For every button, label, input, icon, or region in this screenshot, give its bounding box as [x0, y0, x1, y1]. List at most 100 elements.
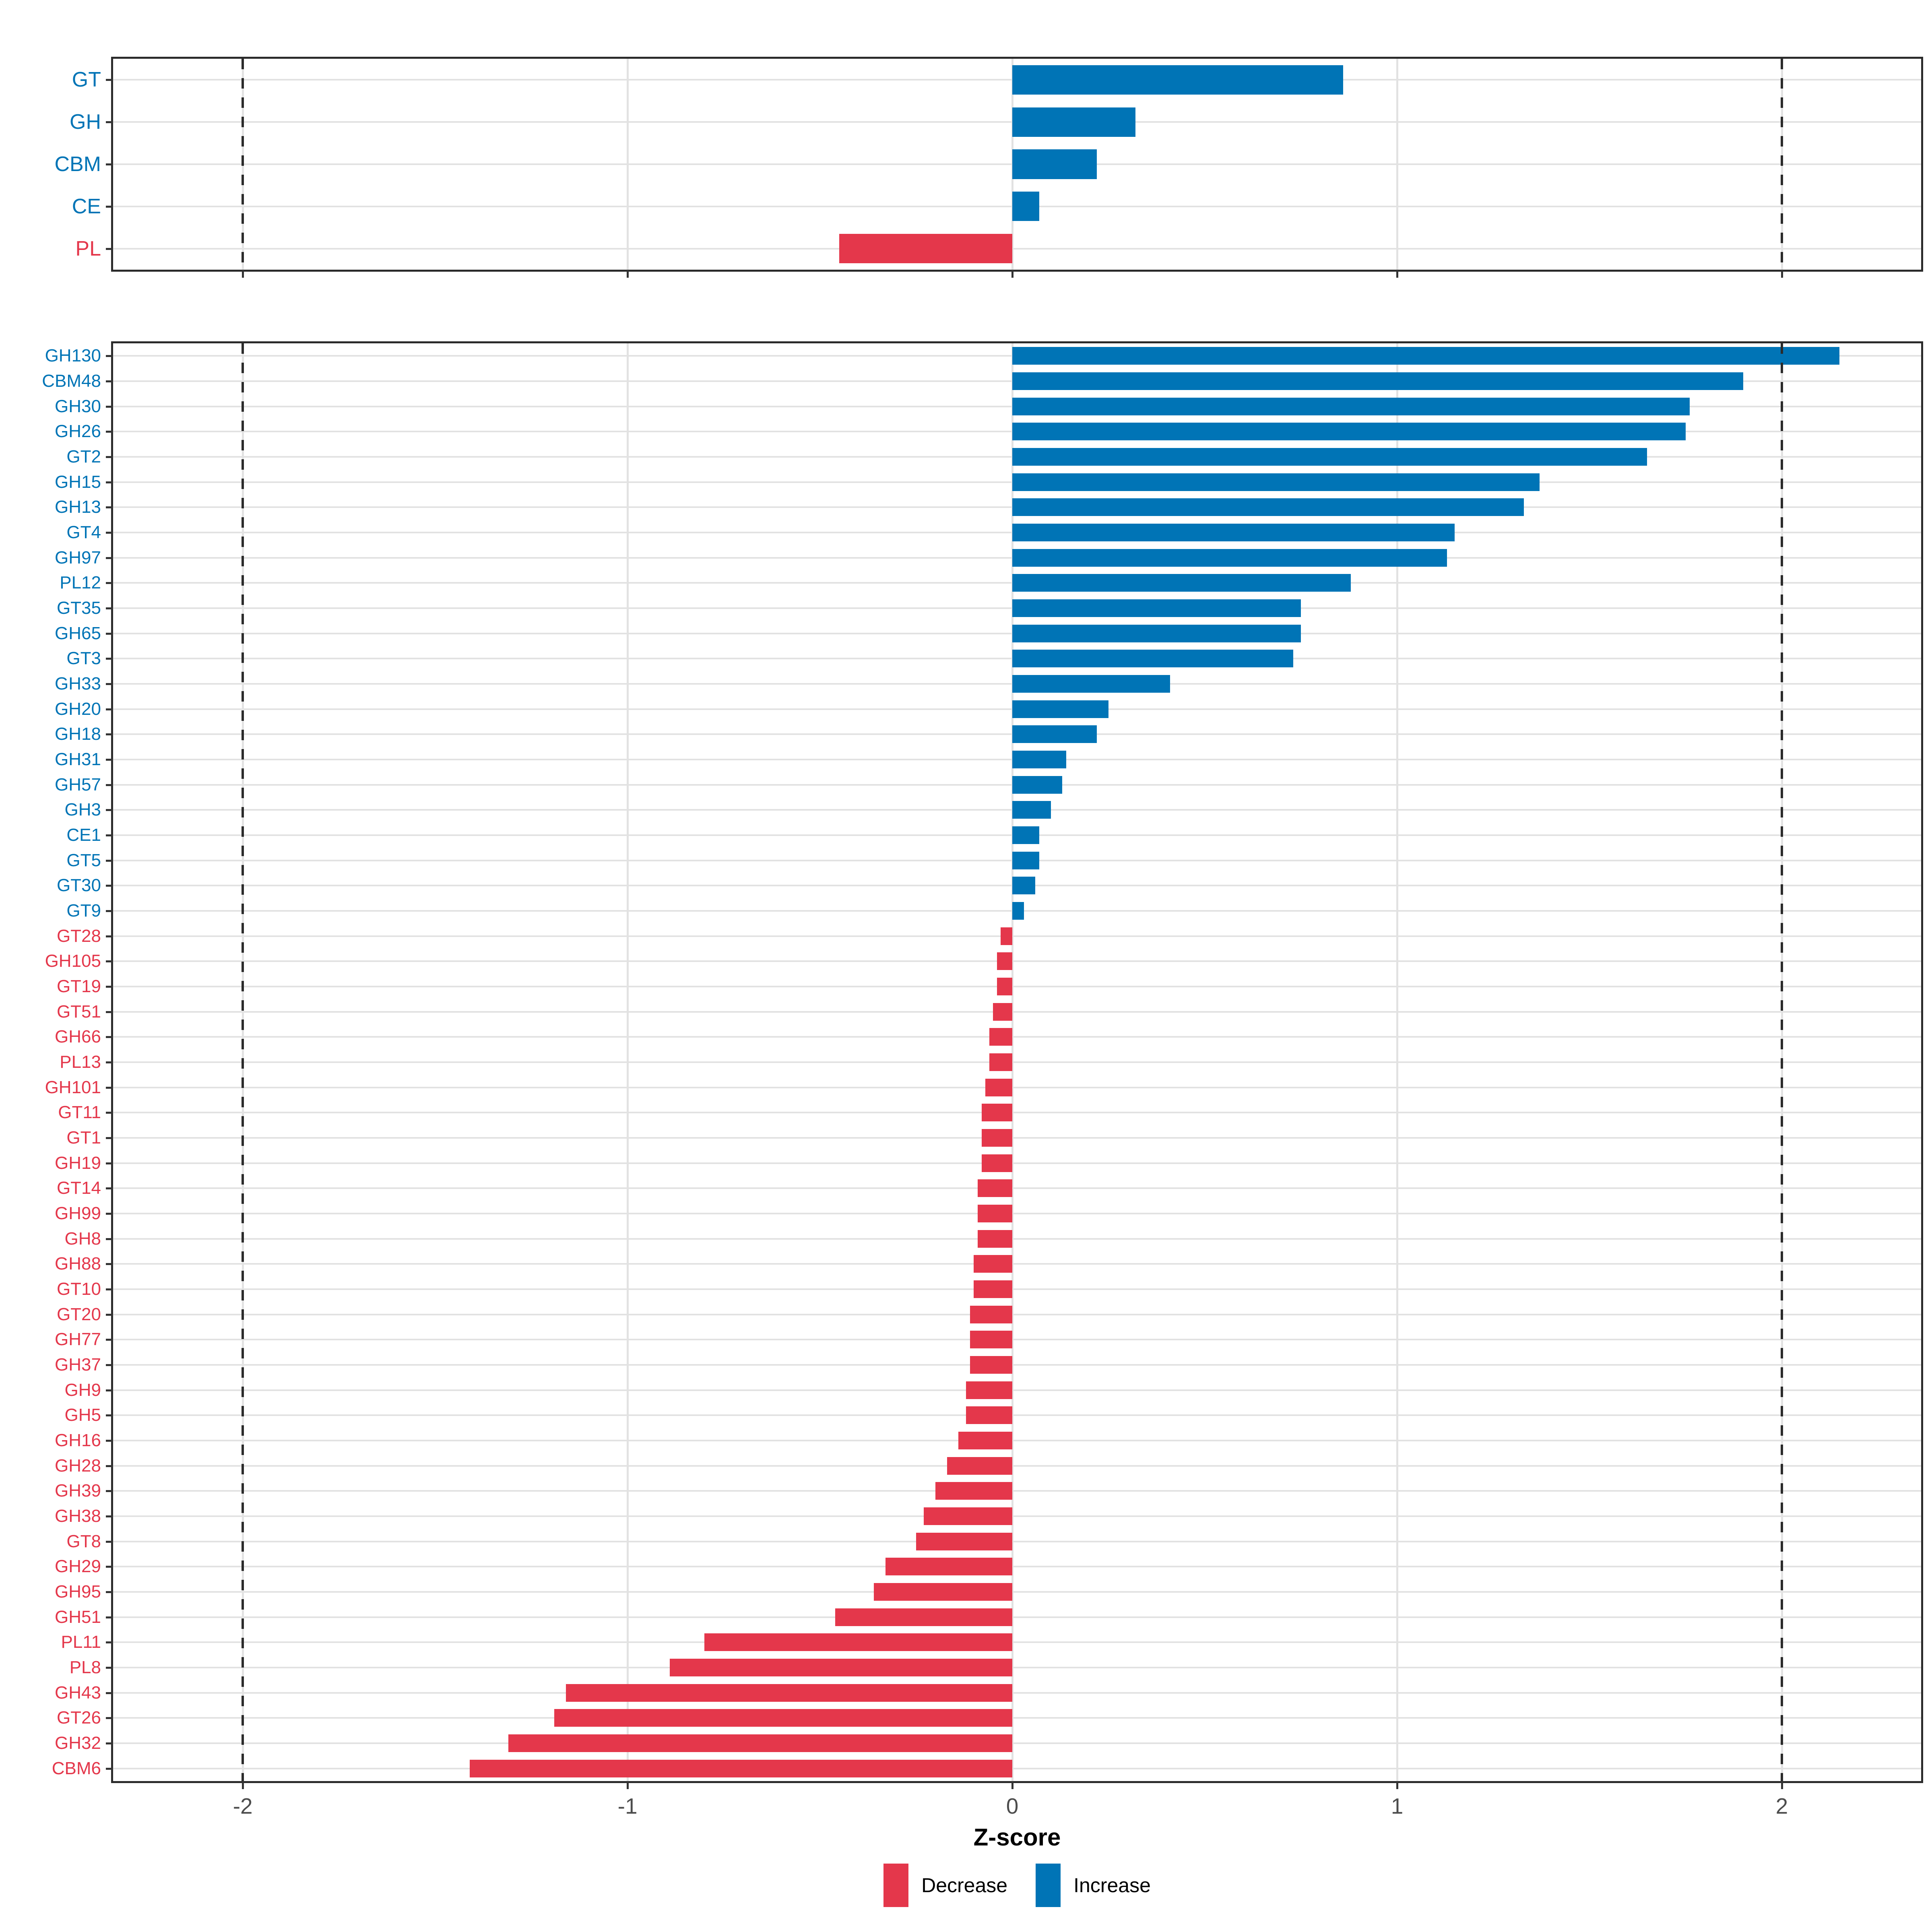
family-panel: GH130 CBM48 GH30 GH26 GT2 GH15 GH13 GT4 GH97 PL12…	[42, 341, 1923, 1851]
bar	[1012, 675, 1170, 693]
gridline-y	[113, 1414, 1921, 1416]
bar-row: PL	[75, 227, 1921, 270]
bar	[1012, 624, 1301, 642]
bar	[970, 1356, 1013, 1374]
bar	[1012, 347, 1840, 365]
category-label: GH	[70, 110, 101, 134]
gridline-y	[113, 1288, 1921, 1290]
category-label: PL11	[61, 1632, 101, 1652]
bar	[1012, 549, 1447, 567]
category-label: GH33	[55, 673, 101, 694]
y-tick	[106, 1364, 113, 1366]
bar-row: CE	[72, 185, 1921, 227]
gridline-y	[113, 1666, 1921, 1668]
category-label: GT20	[56, 1304, 101, 1324]
category-label: GH77	[55, 1329, 101, 1350]
category-label: GT11	[58, 1102, 101, 1123]
y-tick	[106, 1717, 113, 1719]
gridline-y	[113, 1212, 1921, 1214]
category-label: GH31	[55, 749, 101, 769]
y-tick	[106, 582, 113, 584]
category-label: GH38	[55, 1506, 101, 1526]
category-label: CBM	[54, 152, 101, 176]
gridline-y	[113, 1238, 1921, 1240]
gridline-y	[113, 1137, 1921, 1139]
y-tick	[106, 1011, 113, 1013]
bar-row: CBM	[54, 143, 1921, 186]
bar-row: GH37	[55, 1352, 1921, 1378]
y-tick	[106, 935, 113, 937]
class-panel: GT GH CBM CE PL	[54, 57, 1923, 278]
bar-row: CBM6	[52, 1756, 1921, 1781]
category-label: GH88	[55, 1254, 101, 1274]
y-tick	[106, 885, 113, 887]
category-label: GT8	[66, 1531, 101, 1551]
y-tick	[106, 405, 113, 408]
category-label: GH8	[64, 1228, 101, 1249]
bar	[993, 1003, 1013, 1021]
gridline-y	[113, 1011, 1921, 1013]
bar	[1012, 650, 1293, 668]
category-label: GT	[72, 68, 101, 92]
bar-row: GT2	[66, 444, 1921, 470]
bar	[970, 1305, 1013, 1323]
x-tick-label: -2	[233, 1794, 253, 1818]
gridline-y	[113, 1439, 1921, 1441]
gridline-y	[113, 248, 1921, 250]
y-tick	[106, 683, 113, 685]
category-label: CE	[72, 194, 101, 218]
category-label: GH16	[55, 1430, 101, 1450]
bar	[1012, 65, 1344, 95]
bar-row: GT28	[57, 923, 1921, 949]
bar-row: PL8	[70, 1655, 1921, 1680]
bar	[1012, 599, 1301, 617]
category-label: GT19	[56, 976, 101, 996]
bar-row: GH20	[55, 696, 1921, 722]
y-tick	[106, 708, 113, 710]
y-tick	[106, 431, 113, 433]
bar-row: GH28	[55, 1453, 1921, 1478]
y-tick	[106, 733, 113, 736]
y-tick	[106, 960, 113, 963]
bar-row: GH32	[55, 1731, 1921, 1756]
gridline-y	[113, 1742, 1921, 1744]
bar-row: PL13	[60, 1050, 1921, 1075]
bar-row: GH101	[45, 1075, 1921, 1100]
y-tick	[106, 1540, 113, 1543]
category-label: GH51	[55, 1607, 101, 1627]
bar	[981, 1129, 1013, 1147]
bar	[978, 1179, 1013, 1197]
category-label: GH9	[64, 1380, 101, 1400]
y-tick	[106, 1767, 113, 1770]
gridline-y	[113, 1717, 1921, 1719]
bar	[997, 952, 1013, 970]
bar-row: GT3	[66, 646, 1921, 671]
legend-label-decrease: Decrease	[921, 1874, 1008, 1897]
bar-row: GH33	[55, 671, 1921, 697]
category-label: GH39	[55, 1481, 101, 1501]
bar	[978, 1205, 1013, 1222]
y-tick	[106, 481, 113, 483]
gridline-y	[113, 1364, 1921, 1366]
y-tick	[106, 1389, 113, 1391]
category-label: GH15	[55, 472, 101, 492]
gridline-y	[113, 1515, 1921, 1517]
bar-row: GH65	[55, 621, 1921, 646]
bar	[566, 1684, 1013, 1702]
legend-swatch-decrease	[883, 1864, 909, 1907]
bar-row: GT	[72, 59, 1921, 101]
y-tick	[106, 163, 113, 165]
bar	[885, 1558, 1013, 1576]
bar	[1001, 927, 1013, 945]
bar	[974, 1255, 1013, 1273]
bar	[1012, 524, 1455, 541]
bar-row: GH8	[65, 1226, 1921, 1251]
bar	[1012, 574, 1351, 592]
y-tick	[106, 1162, 113, 1164]
bar	[1012, 776, 1063, 794]
y-tick	[106, 1137, 113, 1139]
y-tick	[106, 248, 113, 250]
category-label: GH18	[55, 724, 101, 744]
category-label: GH32	[55, 1733, 101, 1753]
bar	[1012, 423, 1686, 441]
